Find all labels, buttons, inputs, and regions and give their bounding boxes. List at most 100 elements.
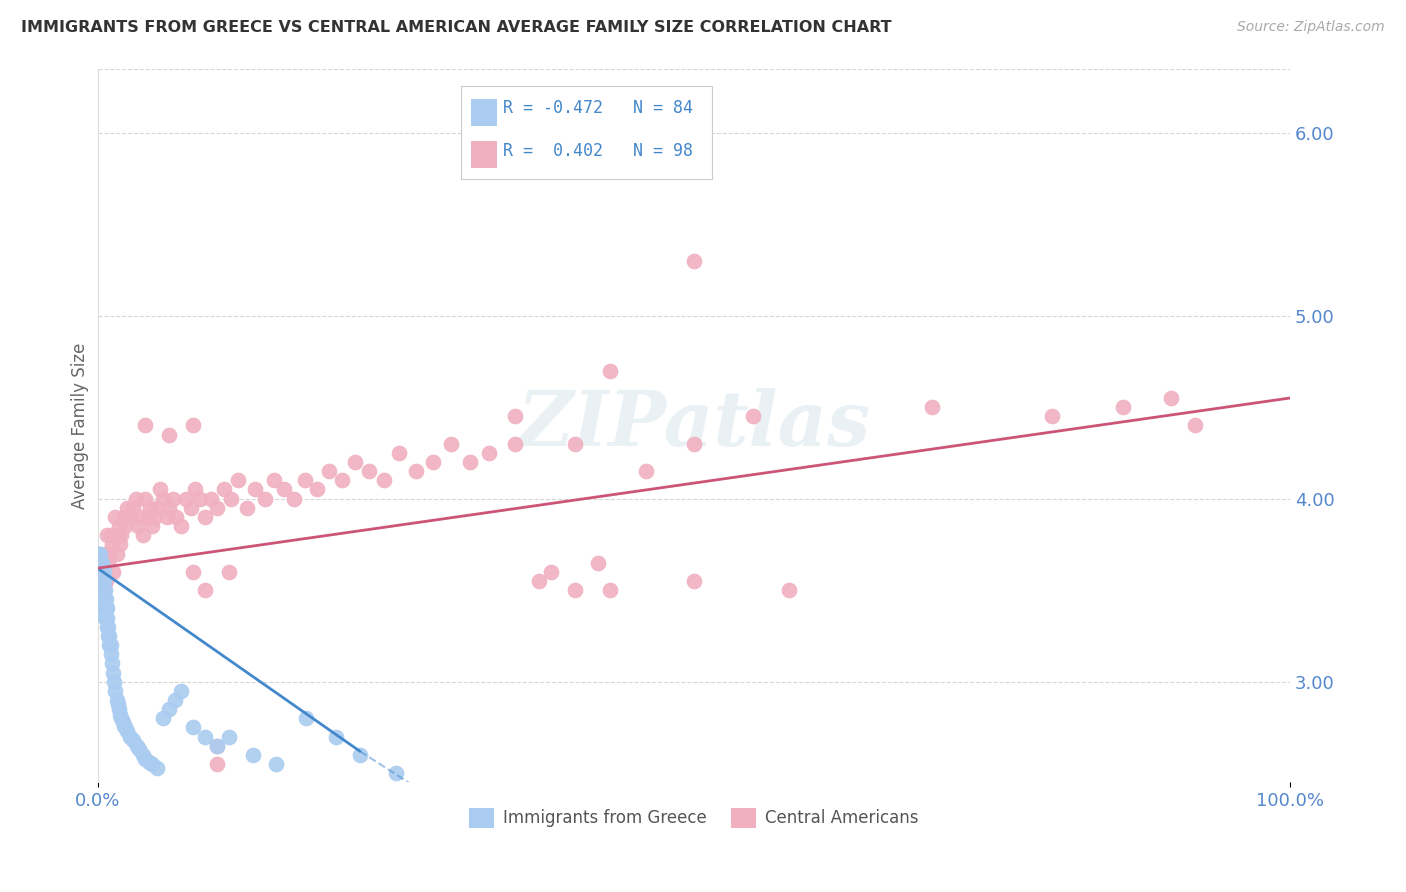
Point [96, 528, 118, 542]
Point [91, 556, 114, 570]
Point [200, 491, 222, 506]
Point [125, 491, 148, 506]
Text: ZIPatlas: ZIPatlas [517, 388, 870, 462]
FancyBboxPatch shape [461, 87, 711, 179]
Point [181, 565, 204, 579]
Point [134, 418, 156, 433]
Point [388, 446, 411, 460]
Point [157, 500, 180, 515]
Point [89, 583, 111, 598]
Point [564, 436, 586, 450]
Point [93, 592, 115, 607]
Point [98, 629, 121, 643]
Point [100, 528, 122, 542]
Point [527, 574, 550, 588]
Point [283, 491, 305, 506]
Point [458, 455, 481, 469]
Point [91, 574, 114, 588]
Point [96, 610, 118, 624]
Point [152, 711, 174, 725]
Point [194, 510, 217, 524]
Point [683, 574, 706, 588]
Point [89, 547, 111, 561]
Point [94, 601, 117, 615]
Point [90, 574, 112, 588]
Point [194, 583, 217, 598]
Point [89, 565, 111, 579]
Point [599, 363, 621, 377]
Point [93, 547, 115, 561]
Point [94, 592, 117, 607]
Point [93, 565, 115, 579]
Point [170, 519, 193, 533]
Point [90, 565, 112, 579]
Y-axis label: Average Family Size: Average Family Size [72, 343, 89, 508]
Point [683, 436, 706, 450]
Point [93, 592, 115, 607]
Point [101, 657, 124, 671]
Point [93, 583, 115, 598]
Text: Source: ZipAtlas.com: Source: ZipAtlas.com [1237, 20, 1385, 34]
Point [122, 733, 145, 747]
Point [128, 742, 150, 756]
Point [104, 683, 127, 698]
Point [405, 464, 427, 478]
Point [683, 253, 706, 268]
Point [146, 500, 169, 515]
Point [205, 500, 228, 515]
Point [138, 756, 160, 770]
Point [180, 500, 202, 515]
Point [205, 757, 228, 772]
Point [94, 610, 117, 624]
Point [540, 565, 562, 579]
Point [422, 455, 444, 469]
Bar [471, 141, 498, 169]
Point [111, 714, 134, 729]
Point [118, 730, 141, 744]
Point [141, 757, 163, 772]
Point [205, 739, 228, 753]
Point [162, 491, 184, 506]
Point [1184, 418, 1206, 433]
Point [165, 510, 187, 524]
Point [295, 711, 318, 725]
Point [93, 610, 115, 624]
Point [117, 724, 139, 739]
Point [100, 638, 122, 652]
Point [93, 574, 115, 588]
Point [108, 702, 131, 716]
Point [91, 556, 114, 570]
Point [89, 574, 111, 588]
Point [127, 519, 149, 533]
Point [114, 721, 136, 735]
Point [219, 491, 242, 506]
Point [143, 510, 166, 524]
Point [107, 697, 129, 711]
Point [112, 510, 135, 524]
Point [93, 601, 115, 615]
Point [152, 491, 174, 506]
Point [359, 464, 381, 478]
Point [174, 491, 197, 506]
Point [1112, 400, 1135, 414]
Point [110, 528, 132, 542]
Point [156, 510, 179, 524]
Point [184, 483, 207, 497]
Point [90, 565, 112, 579]
Point [87, 574, 110, 588]
Point [104, 510, 127, 524]
Point [325, 730, 347, 744]
Point [90, 583, 112, 598]
Point [90, 583, 112, 598]
Point [96, 601, 118, 615]
Point [212, 483, 235, 497]
Point [439, 436, 461, 450]
Bar [471, 98, 498, 126]
Point [305, 483, 328, 497]
Point [273, 483, 295, 497]
Point [87, 565, 110, 579]
Point [503, 409, 526, 424]
Point [503, 436, 526, 450]
Point [90, 574, 112, 588]
Point [294, 474, 316, 488]
